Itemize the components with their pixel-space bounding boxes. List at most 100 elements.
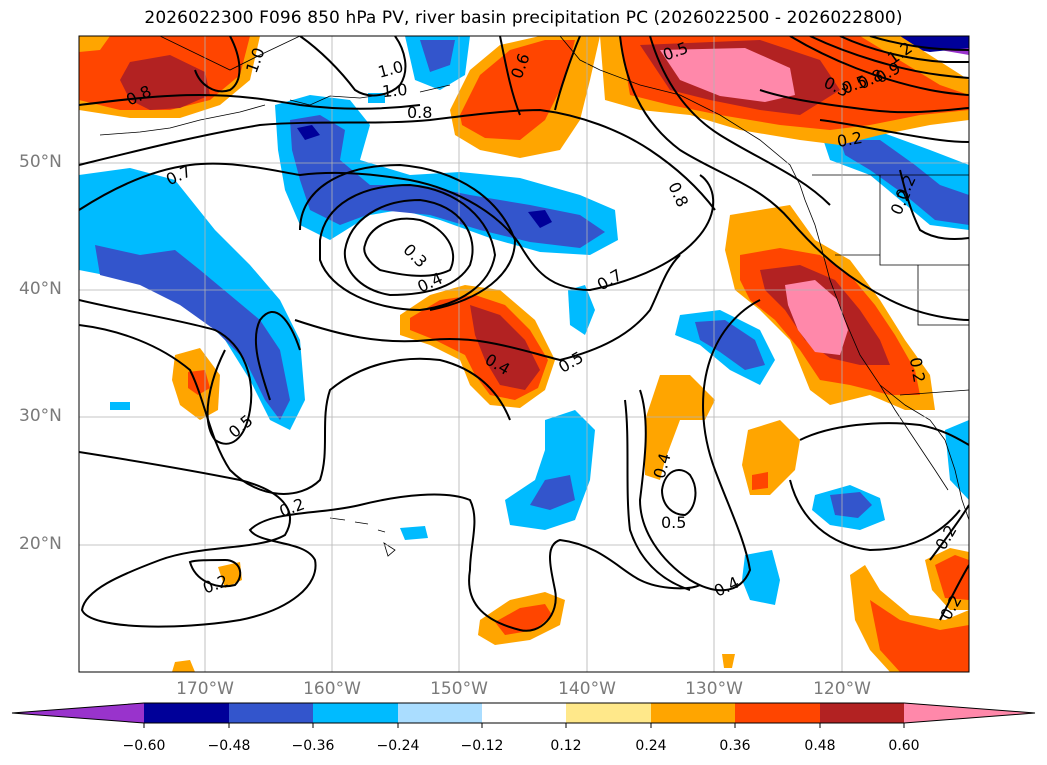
shade-pink-west-coast bbox=[785, 280, 848, 355]
contour-east-ridge-2 bbox=[649, 36, 831, 206]
colorbar-tick-label: 0.48 bbox=[804, 738, 836, 754]
contour-0.5-sw-loop bbox=[254, 310, 301, 401]
colorbar-bin bbox=[229, 703, 313, 723]
contour-label: 1.0 bbox=[381, 80, 408, 101]
colorbar bbox=[11, 702, 1036, 728]
colorbar-tick-label: −0.12 bbox=[460, 738, 504, 754]
contour-label: 0.2 bbox=[835, 128, 863, 151]
shade-red-southeast bbox=[870, 600, 969, 672]
contour-0.6-low bbox=[299, 163, 517, 311]
shade-red-east-south bbox=[752, 472, 768, 490]
colorbar-bin bbox=[566, 703, 651, 723]
gridlines bbox=[79, 36, 969, 672]
shade-blue-ne-core bbox=[840, 140, 969, 225]
colorbar-bin bbox=[313, 703, 398, 723]
contour-0.7-big bbox=[79, 162, 715, 292]
coastline-aleutians bbox=[99, 104, 266, 136]
shade-blue-band-west-core bbox=[95, 245, 290, 420]
lat-label-20n: 20°N bbox=[19, 534, 62, 554]
colorbar-bin bbox=[651, 703, 735, 723]
colorbar-tick-label: 0.36 bbox=[719, 738, 751, 754]
colorbar-bin bbox=[144, 703, 229, 723]
colorbar-tick-label: −0.48 bbox=[207, 738, 251, 754]
colorbar-bin bbox=[820, 703, 904, 723]
contour-east-ridge-1 bbox=[619, 36, 969, 321]
colorbar-bin bbox=[398, 703, 482, 723]
negative-anomaly-shading bbox=[79, 36, 969, 605]
shade-darkred-central bbox=[470, 305, 540, 390]
contour-east-0.2 bbox=[899, 169, 969, 240]
lon-label-160w: 160°W bbox=[303, 679, 361, 699]
contour-0.8-nw bbox=[79, 93, 421, 110]
hawaii-4 bbox=[377, 529, 386, 533]
contour-ne-tight-1 bbox=[789, 36, 969, 96]
contour-ne-tight-4 bbox=[869, 36, 969, 51]
shade-blue-center bbox=[568, 285, 595, 335]
contour-0.2-far-se bbox=[929, 504, 969, 621]
shade-blue-small-1 bbox=[110, 402, 130, 410]
contour-0.2-sw bbox=[188, 558, 242, 588]
map-title: 2026022300 F096 850 hPa PV, river basin … bbox=[144, 8, 903, 28]
shade-navy-core-2 bbox=[528, 210, 552, 228]
pv-contours bbox=[79, 36, 969, 632]
contour-0.5-mid bbox=[294, 254, 681, 362]
shade-blue-coast-south bbox=[945, 420, 969, 500]
shade-orange-sw bbox=[79, 36, 110, 52]
contour-label: 0.2 bbox=[906, 356, 929, 384]
shade-blue-north-core bbox=[420, 40, 455, 72]
shade-blue-east-central-core bbox=[695, 320, 765, 370]
contour-0.5-loop bbox=[660, 469, 697, 517]
hawaii-2 bbox=[354, 521, 369, 525]
contour-label: 0.5 bbox=[661, 513, 686, 532]
hawaii-1 bbox=[329, 517, 346, 521]
contour-0.4-east-trough bbox=[638, 299, 761, 592]
shade-blue-southeast-core bbox=[830, 492, 872, 518]
contour-0.4-big bbox=[79, 324, 511, 495]
colorbar-tick-label: 0.24 bbox=[635, 738, 667, 754]
shade-red-southeast-2 bbox=[935, 555, 969, 600]
coastlines bbox=[99, 36, 969, 557]
shade-darkred-nw bbox=[120, 55, 210, 110]
lon-label-140w: 140°W bbox=[558, 679, 616, 699]
coastline-alaska bbox=[159, 36, 806, 201]
contour-0.4-low bbox=[343, 198, 474, 297]
shade-orange-small-3 bbox=[722, 654, 735, 668]
shade-blue-south bbox=[742, 550, 780, 605]
contour-ne-tight-3 bbox=[839, 36, 969, 63]
colorbar-tick-label: 0.60 bbox=[888, 738, 920, 754]
colorbar-tick-label: −0.60 bbox=[122, 738, 166, 754]
colorbar-extend-left bbox=[12, 703, 144, 723]
colorbar-tick-label: −0.24 bbox=[376, 738, 420, 754]
lon-label-120w: 120°W bbox=[813, 679, 871, 699]
contour-ne-0.3 bbox=[759, 89, 969, 114]
lon-label-130w: 130°W bbox=[685, 679, 743, 699]
shade-pink-gulf-ak bbox=[660, 48, 795, 102]
lat-label-50n: 50°N bbox=[19, 152, 62, 172]
coastline-baja bbox=[879, 384, 949, 491]
contour-1.0-nw bbox=[194, 36, 407, 97]
contour-0.2-south bbox=[79, 451, 701, 632]
colorbar-tick-label: 0.12 bbox=[550, 738, 582, 754]
lat-label-30n: 30°N bbox=[19, 406, 62, 426]
shade-orange-small-1 bbox=[218, 562, 242, 588]
border-us-mexico bbox=[899, 389, 969, 396]
contour-ne-tight-2 bbox=[809, 36, 969, 79]
map-plot-area: 0.8 1.0 1.0 1.0 0.8 0.7 0.6 0.5 1.2 0.9 … bbox=[79, 36, 969, 672]
shade-orange-small-2 bbox=[172, 660, 195, 672]
contour-ne-0.2 bbox=[819, 119, 969, 143]
contour-0.3-low bbox=[363, 217, 455, 277]
border-state-2 bbox=[917, 265, 969, 326]
map-frame bbox=[78, 35, 970, 673]
contour-0.8-large bbox=[79, 108, 716, 211]
lon-label-150w: 150°W bbox=[430, 679, 488, 699]
shade-blue-south-central-core bbox=[530, 475, 575, 510]
colorbar-bin bbox=[735, 703, 820, 723]
contour-0.5-east-trough bbox=[624, 399, 691, 591]
shade-blue-small-2 bbox=[400, 526, 428, 540]
lon-label-170w: 170°W bbox=[176, 679, 234, 699]
shade-blue-mid-core bbox=[290, 115, 605, 248]
border-state-1 bbox=[879, 175, 969, 266]
colorbar-tick-label: −0.36 bbox=[291, 738, 335, 754]
contour-0.6-north bbox=[499, 36, 581, 116]
